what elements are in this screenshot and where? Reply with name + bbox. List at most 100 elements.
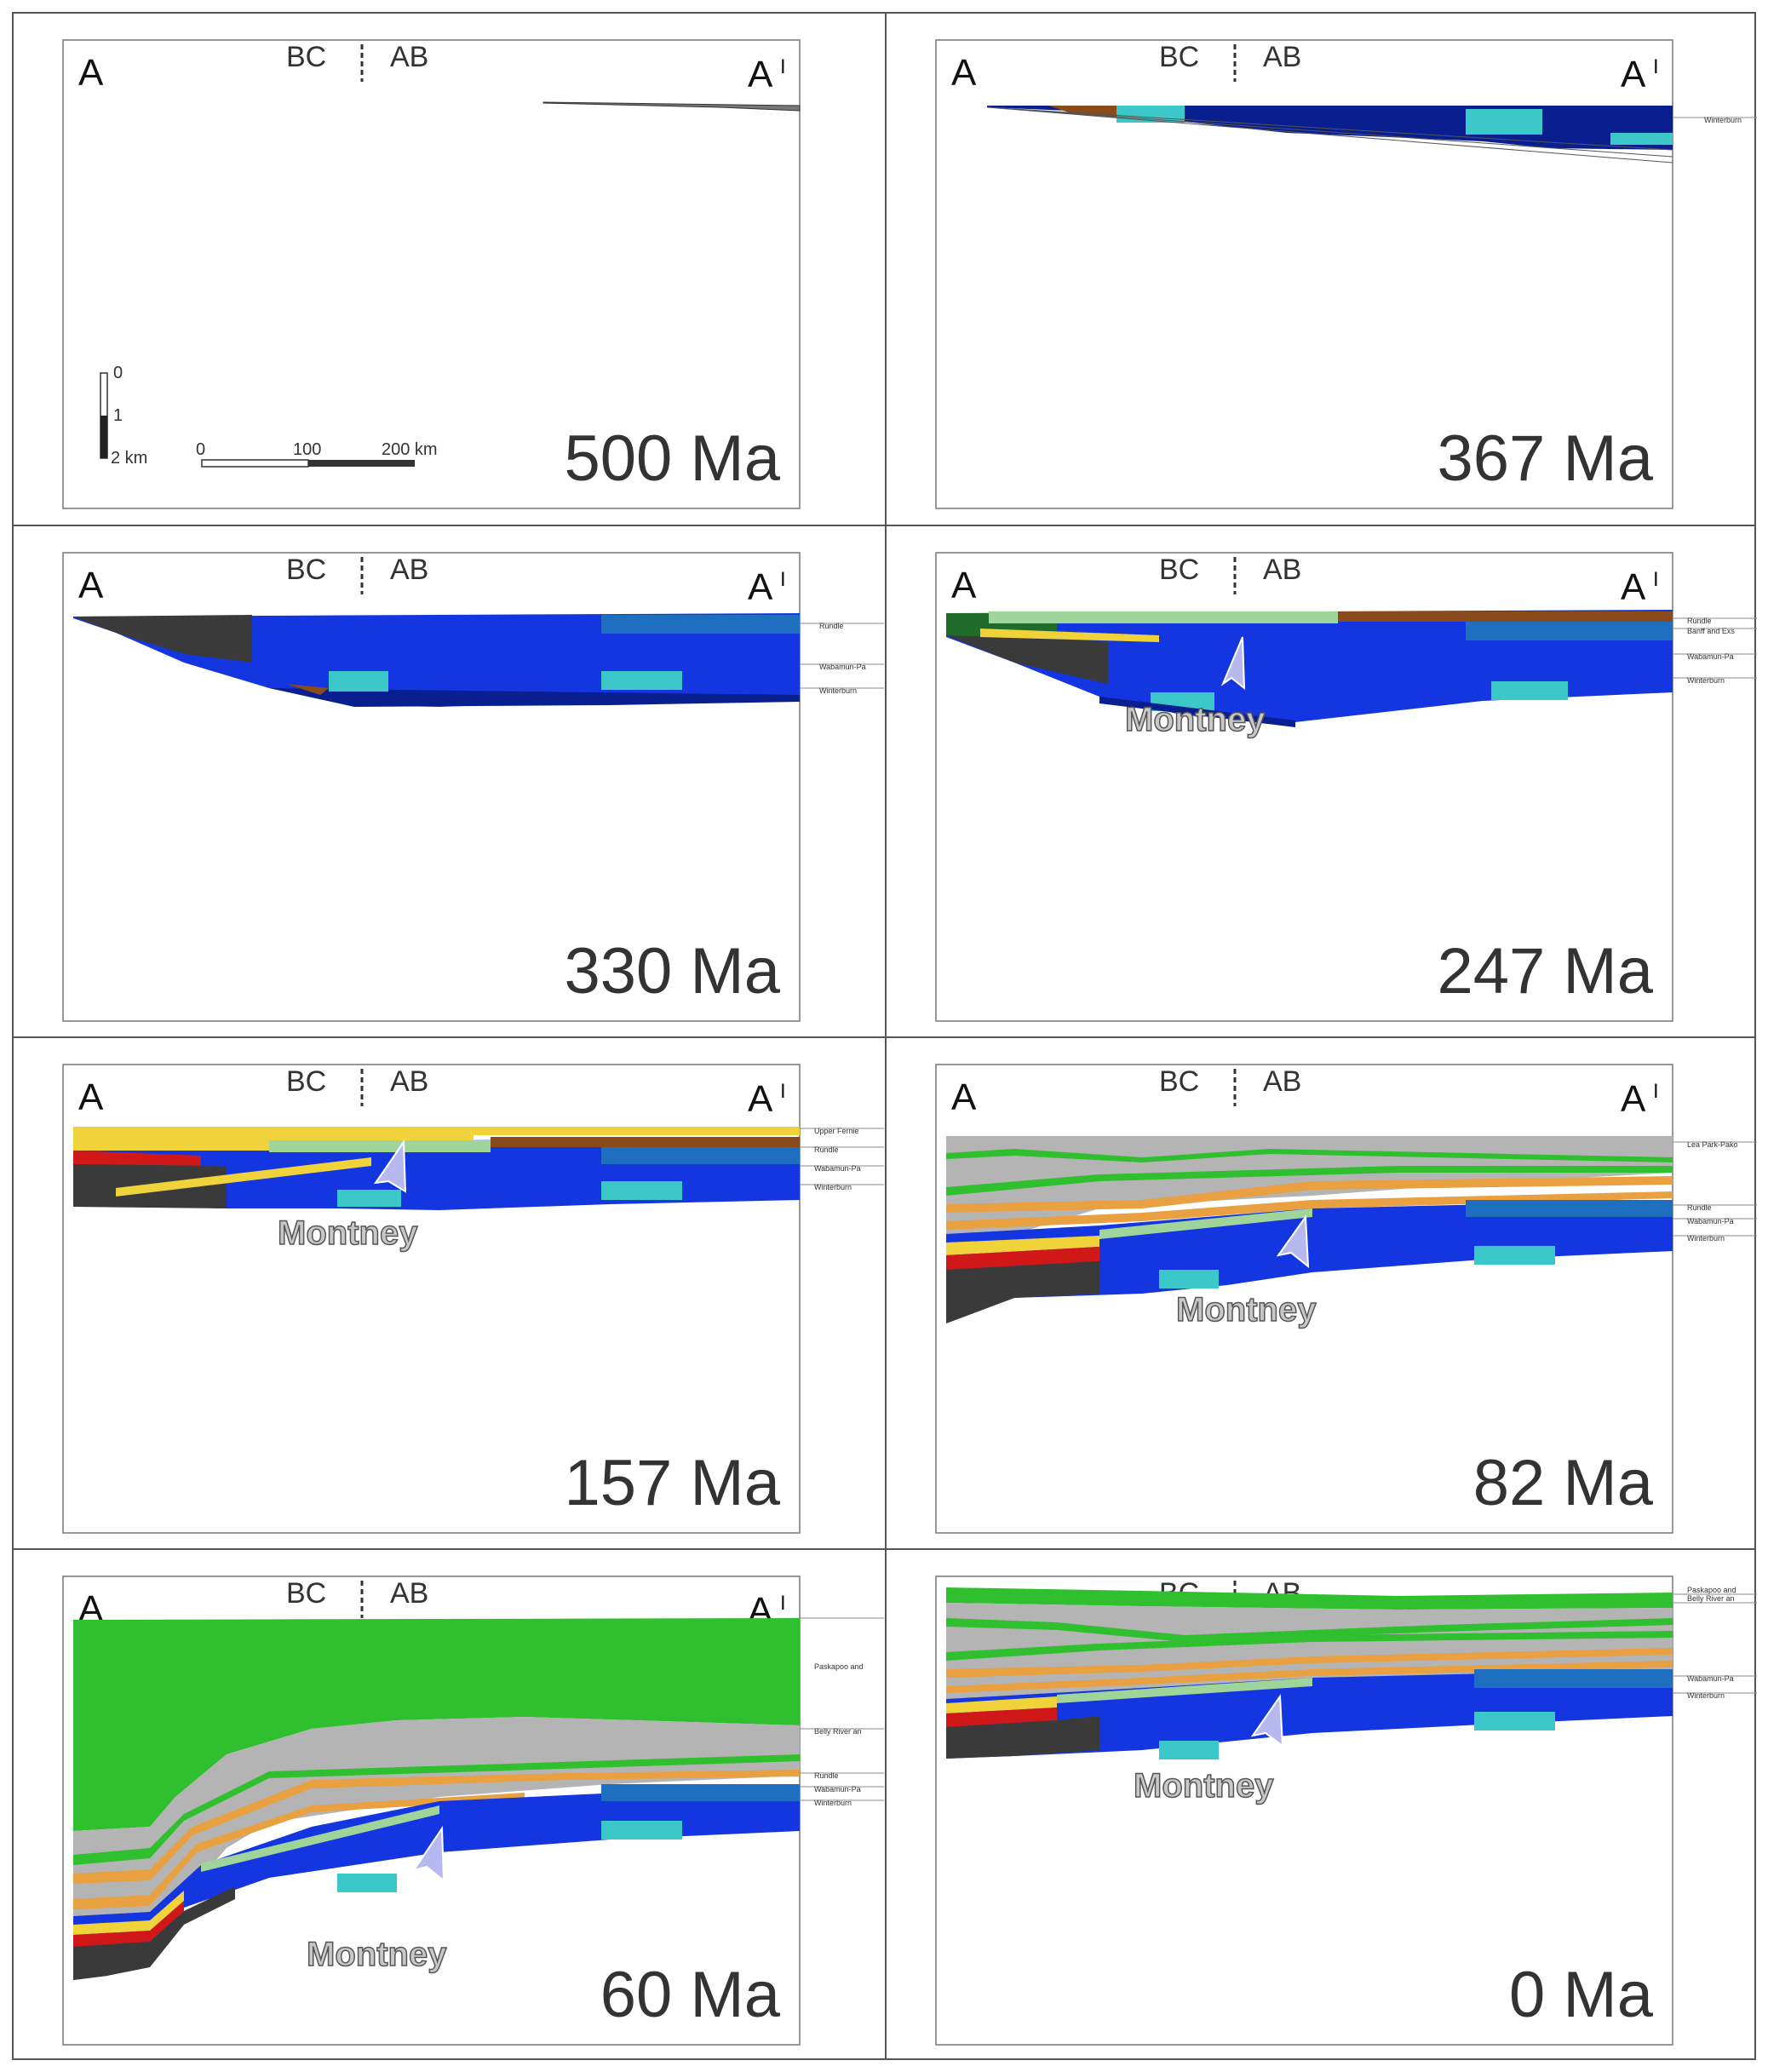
section-frame: [935, 1064, 1673, 1534]
upper-carbonate-band: [601, 1784, 800, 1801]
layer-label-upper-fernie: Upper Fernie: [814, 1127, 859, 1135]
layer-label-belly-river: Belly River an: [1687, 1594, 1735, 1603]
section-start-label: A: [78, 1076, 104, 1118]
triassic-siltstone: [269, 1140, 491, 1152]
ab-label: AB: [390, 1577, 428, 1610]
ab-label: AB: [390, 554, 428, 586]
section-frame: [62, 552, 801, 1022]
grid-divider-horizontal-2: [14, 1036, 1754, 1038]
layer-label-paskapoo: Paskapoo and: [814, 1662, 864, 1671]
shale-wedge: [946, 1261, 1099, 1323]
reef-buildup-2: [1466, 109, 1542, 135]
red-layer: [946, 1247, 1099, 1270]
paskapoo-green-layer: [946, 1587, 1673, 1610]
upper-clastic: [491, 1137, 800, 1147]
ab-label: AB: [1263, 1065, 1301, 1098]
triassic-siltstone: [1099, 1208, 1312, 1239]
paskapoo-green-layer: [73, 1618, 800, 1831]
section-end-prime: I: [1653, 55, 1659, 78]
upper-carbonate-band: [1474, 1669, 1673, 1688]
age-label: 247 Ma: [1438, 935, 1654, 1007]
age-label: 60 Ma: [600, 1959, 781, 2031]
orange-layer-2: [73, 1793, 525, 1909]
layer-label-wabamun: Wabamun-Pa: [819, 663, 866, 671]
reef-buildup-2: [601, 1821, 682, 1840]
section-frame: [935, 39, 1673, 509]
grid-divider-horizontal-1: [14, 525, 1754, 526]
red-layer: [946, 1708, 1057, 1727]
reef-buildup-1: [1116, 106, 1185, 123]
grid-divider-horizontal-3: [14, 1548, 1754, 1550]
layer-label-winterburn: Winterburn: [1704, 116, 1742, 124]
triassic-siltstone: [989, 611, 1338, 623]
bc-label: BC: [286, 1577, 326, 1610]
layer-label-winterburn: Winterburn: [1687, 676, 1725, 685]
green-sand-1: [946, 1149, 1673, 1162]
reef-buildup-1: [1159, 1270, 1219, 1289]
section-end-label: A: [1621, 1078, 1646, 1120]
layer-label-winterburn: Winterburn: [814, 1799, 852, 1807]
montney-label: Montney: [307, 1936, 447, 1973]
migration-arrow-icon: [1220, 636, 1246, 691]
triassic-siltstone: [201, 1805, 439, 1872]
layer-label-wabamun: Wabamun-Pa: [1687, 1674, 1734, 1683]
section-end-label: A: [748, 54, 773, 95]
sand-layer: [946, 1696, 1057, 1713]
orange-layer-2: [946, 1661, 1673, 1693]
red-layer: [73, 1901, 184, 1947]
age-label: 157 Ma: [565, 1447, 781, 1519]
upper-clastic: [1338, 611, 1673, 622]
section-frame: [62, 1064, 801, 1534]
reef-buildup-2: [1491, 681, 1568, 700]
section-start-label: A: [951, 52, 977, 94]
layer-label-lea-park: Lea Park-Pako: [1687, 1140, 1738, 1149]
bc-label: BC: [286, 41, 326, 73]
section-end-prime: I: [780, 568, 786, 591]
layer-label-rundle: Rundle: [819, 622, 844, 630]
depth-tick-0: 0: [113, 364, 123, 382]
green-sand-2: [946, 1631, 1673, 1661]
bc-label: BC: [1159, 554, 1199, 586]
green-sand-1: [946, 1618, 1673, 1642]
migration-arrow-icon: [373, 1139, 407, 1193]
section-end-prime: I: [1653, 568, 1659, 591]
reef-buildup-2: [1474, 1712, 1555, 1730]
bc-label: BC: [1159, 1065, 1199, 1098]
reef-buildup-2: [601, 1181, 682, 1200]
migration-arrow-icon: [1250, 1694, 1284, 1748]
section-end-label: A: [1621, 54, 1646, 95]
distance-tick-0: 0: [196, 440, 205, 459]
layer-label-wabamun: Wabamun-Pa: [814, 1785, 861, 1794]
section-end-label: A: [1621, 566, 1646, 608]
shale-wedge: [946, 635, 1108, 684]
upper-carbonate-band: [601, 615, 800, 634]
distance-tick-200: 200 km: [382, 440, 438, 459]
layer-label-rundle: Rundle: [814, 1145, 839, 1154]
section-end-prime: I: [780, 1080, 786, 1103]
distance-tick-100: 100: [293, 440, 321, 459]
reef-buildup-3: [1610, 133, 1673, 145]
layer-label-wabamun: Wabamun-Pa: [1687, 1217, 1734, 1225]
grid-divider-vertical: [885, 14, 887, 2058]
red-layer: [73, 1151, 201, 1166]
green-sand-1: [73, 1754, 800, 1865]
distance-scale-bar-dark: [308, 460, 415, 467]
panel-60ma: A BC AB A I Montney Pask: [14, 1550, 884, 2061]
age-label: 330 Ma: [565, 935, 781, 1007]
orange-layer-1: [946, 1648, 1673, 1678]
section-end-prime: I: [780, 1592, 786, 1615]
layer-label-winterburn: Winterburn: [819, 686, 857, 695]
reef-buildup-1: [337, 1874, 397, 1892]
layer-label-belly-river: Belly River an: [814, 1727, 862, 1736]
age-label: 82 Ma: [1473, 1447, 1654, 1519]
panel-367ma: A BC AB A I Winterburn 367 Ma: [887, 14, 1757, 525]
panel-82ma: A BC AB A I Montney Lea Park-Pa: [887, 1038, 1757, 1549]
figure-grid: A BC AB A I 0 1 2 km 0 100 200 km 500 Ma…: [12, 12, 1757, 2061]
panel-500ma: A BC AB A I 0 1 2 km 0 100 200 km 500 Ma: [14, 14, 884, 525]
bc-label: BC: [1159, 41, 1199, 73]
upper-carbonate-band: [1466, 1200, 1673, 1217]
bc-label: BC: [286, 554, 326, 586]
layer-label-rundle: Rundle: [814, 1771, 839, 1780]
section-end-prime: I: [1653, 1080, 1659, 1103]
reef-buildup-1: [1159, 1741, 1219, 1759]
